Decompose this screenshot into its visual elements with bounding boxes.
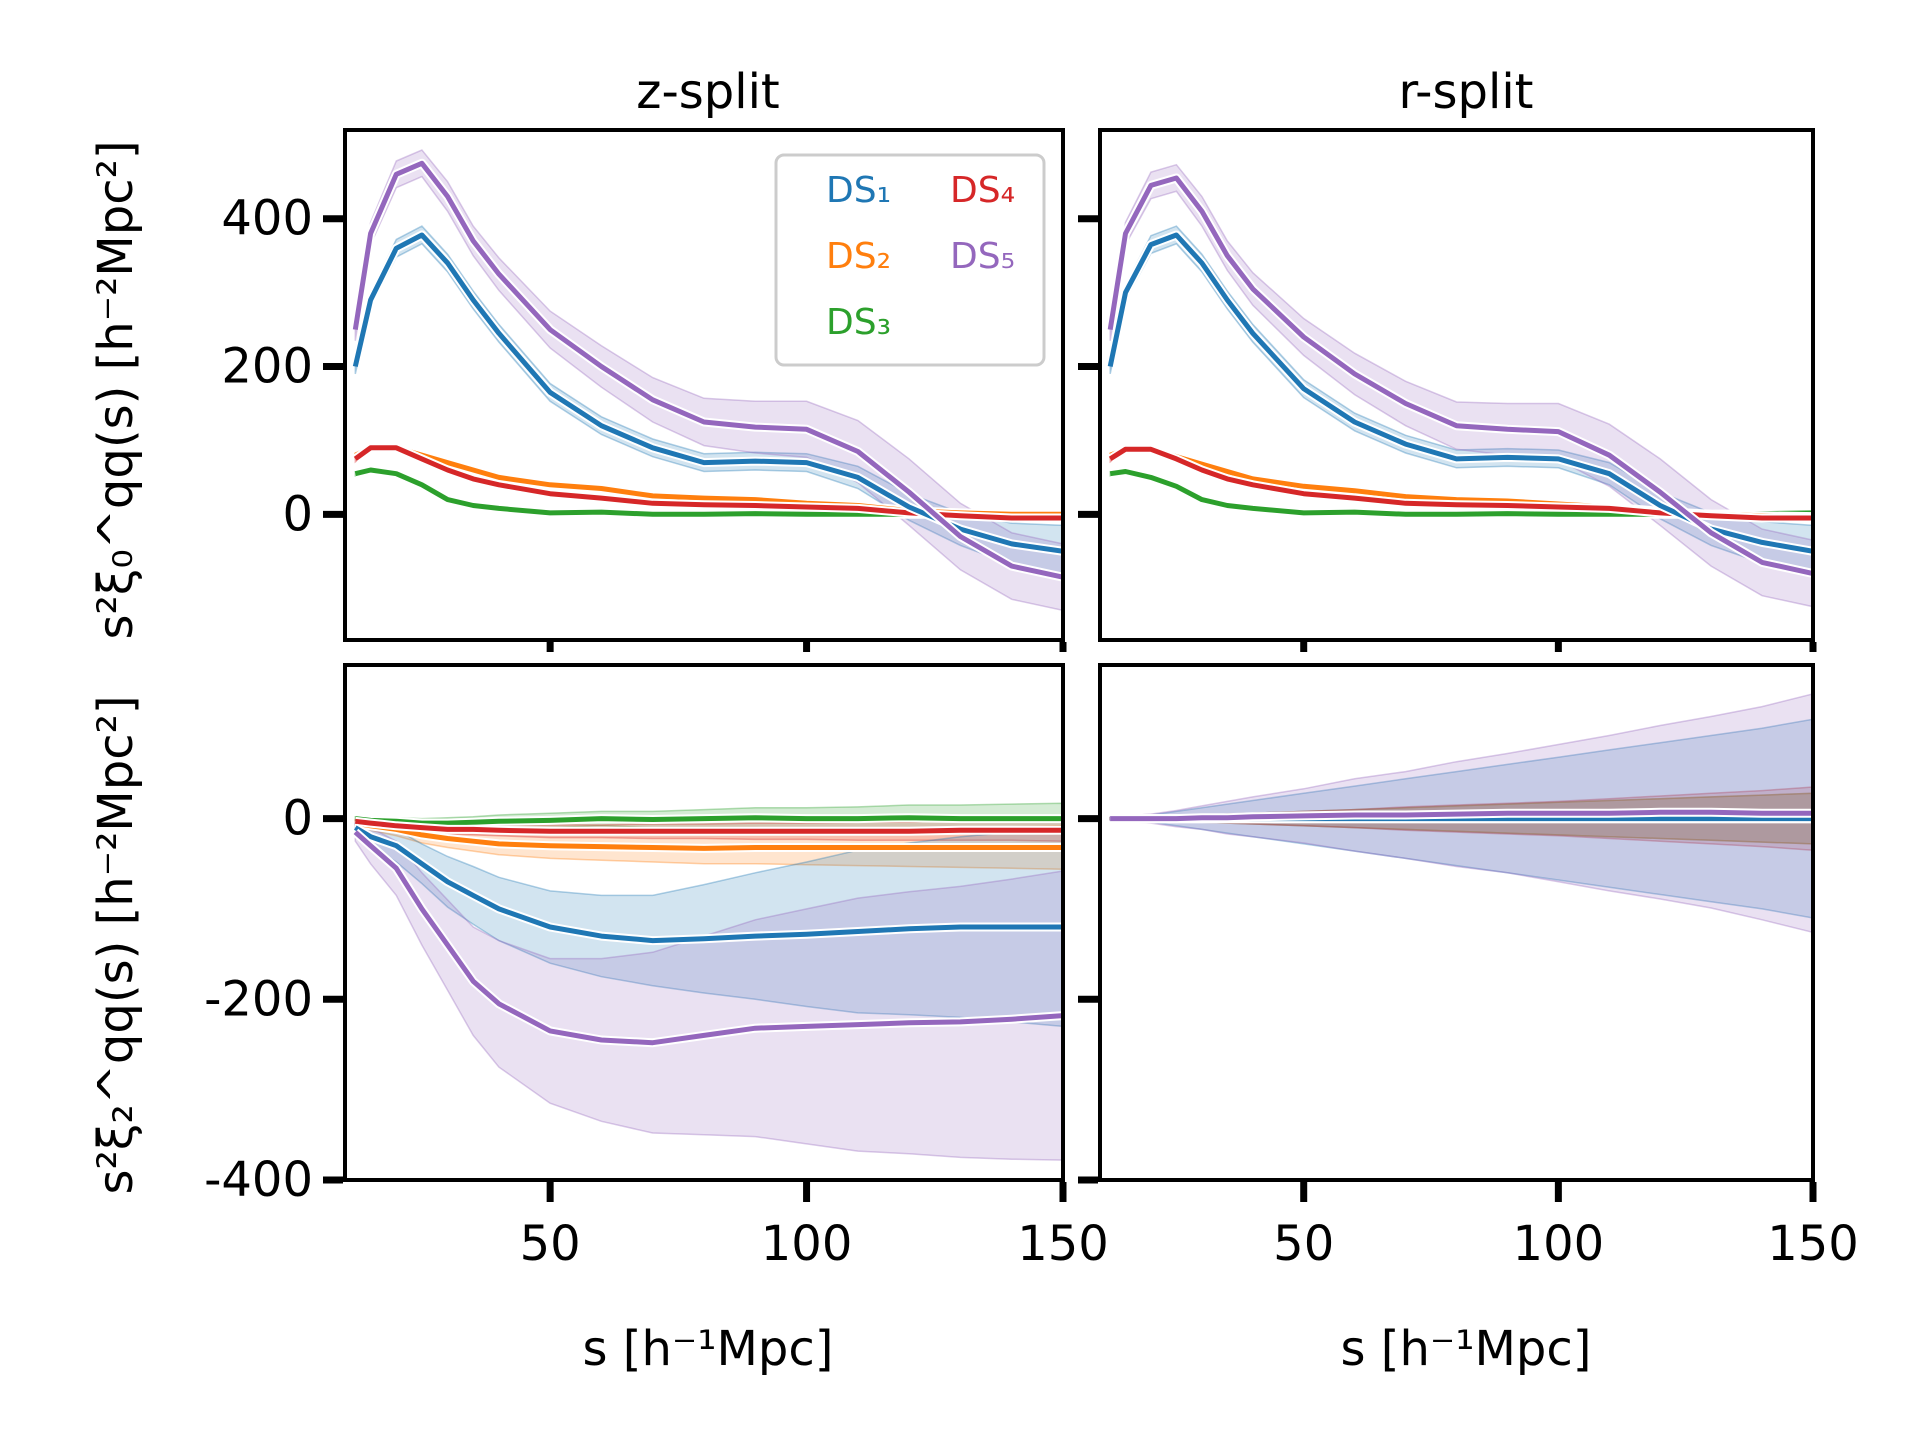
y-tick-label: -200 bbox=[204, 971, 313, 1027]
line-ds5 bbox=[1110, 809, 1813, 822]
panel-frame bbox=[343, 663, 1065, 1182]
legend: DS₁ DS₂ DS₃ DS₄ DS₅ bbox=[774, 153, 1046, 367]
legend-entry-ds2: DS₂ bbox=[826, 236, 891, 277]
band-ds1 bbox=[354, 822, 1063, 1028]
y-tick-label: 0 bbox=[282, 791, 313, 847]
legend-entry-ds3: DS₃ bbox=[826, 302, 891, 343]
line-ds2 bbox=[354, 820, 1063, 851]
panel-r-split-monopole bbox=[1098, 128, 1815, 642]
panel-z-split-quadrupole bbox=[343, 663, 1065, 1182]
panel-z-split-monopole bbox=[343, 128, 1065, 642]
title-z-split: z-split bbox=[636, 64, 779, 120]
title-r-split: r-split bbox=[1399, 64, 1534, 120]
panel-r-split-quadrupole bbox=[1098, 663, 1815, 1182]
panel-frame bbox=[1098, 128, 1815, 642]
legend-frame bbox=[774, 153, 1046, 367]
y-tick-label: 0 bbox=[282, 486, 313, 542]
line-ds5 bbox=[1107, 175, 1813, 576]
legend-entry-ds4: DS₄ bbox=[950, 170, 1015, 211]
panel-frame bbox=[343, 128, 1065, 642]
band-ds5 bbox=[354, 822, 1063, 1161]
x-tick-label: 100 bbox=[1513, 1216, 1605, 1272]
line-ds1 bbox=[354, 825, 1063, 944]
line-ds1 bbox=[352, 232, 1063, 554]
line-ds5 bbox=[353, 830, 1063, 1046]
ylabel-bottom: s²ξ₂^qq(s) [h⁻²Mpc²] bbox=[88, 695, 144, 1194]
y-tick-label: -400 bbox=[204, 1152, 313, 1208]
panel-frame bbox=[1098, 663, 1815, 1182]
x-tick-label: 100 bbox=[761, 1216, 853, 1272]
y-tick-label: 200 bbox=[221, 339, 313, 395]
line-ds4 bbox=[355, 818, 1063, 834]
ylabel-top: s²ξ₀^qq(s) [h⁻²Mpc²] bbox=[88, 140, 144, 639]
legend-entry-ds1: DS₁ bbox=[826, 170, 891, 211]
y-tick-label: 400 bbox=[221, 191, 313, 247]
x-tick-label: 150 bbox=[1767, 1216, 1859, 1272]
x-tick-label: 50 bbox=[520, 1216, 581, 1272]
xlabel-right: s [h⁻¹Mpc] bbox=[1341, 1321, 1592, 1377]
axis-ticks: 0 200 400 -400 -200 0 50 100 150 50 100 150 bbox=[204, 191, 1859, 1272]
xlabel-left: s [h⁻¹Mpc] bbox=[583, 1321, 834, 1377]
x-tick-label: 50 bbox=[1273, 1216, 1334, 1272]
legend-entry-ds5: DS₅ bbox=[950, 236, 1015, 277]
x-tick-label: 150 bbox=[1017, 1216, 1109, 1272]
line-ds5 bbox=[352, 160, 1063, 580]
line-ds1 bbox=[1107, 232, 1813, 554]
